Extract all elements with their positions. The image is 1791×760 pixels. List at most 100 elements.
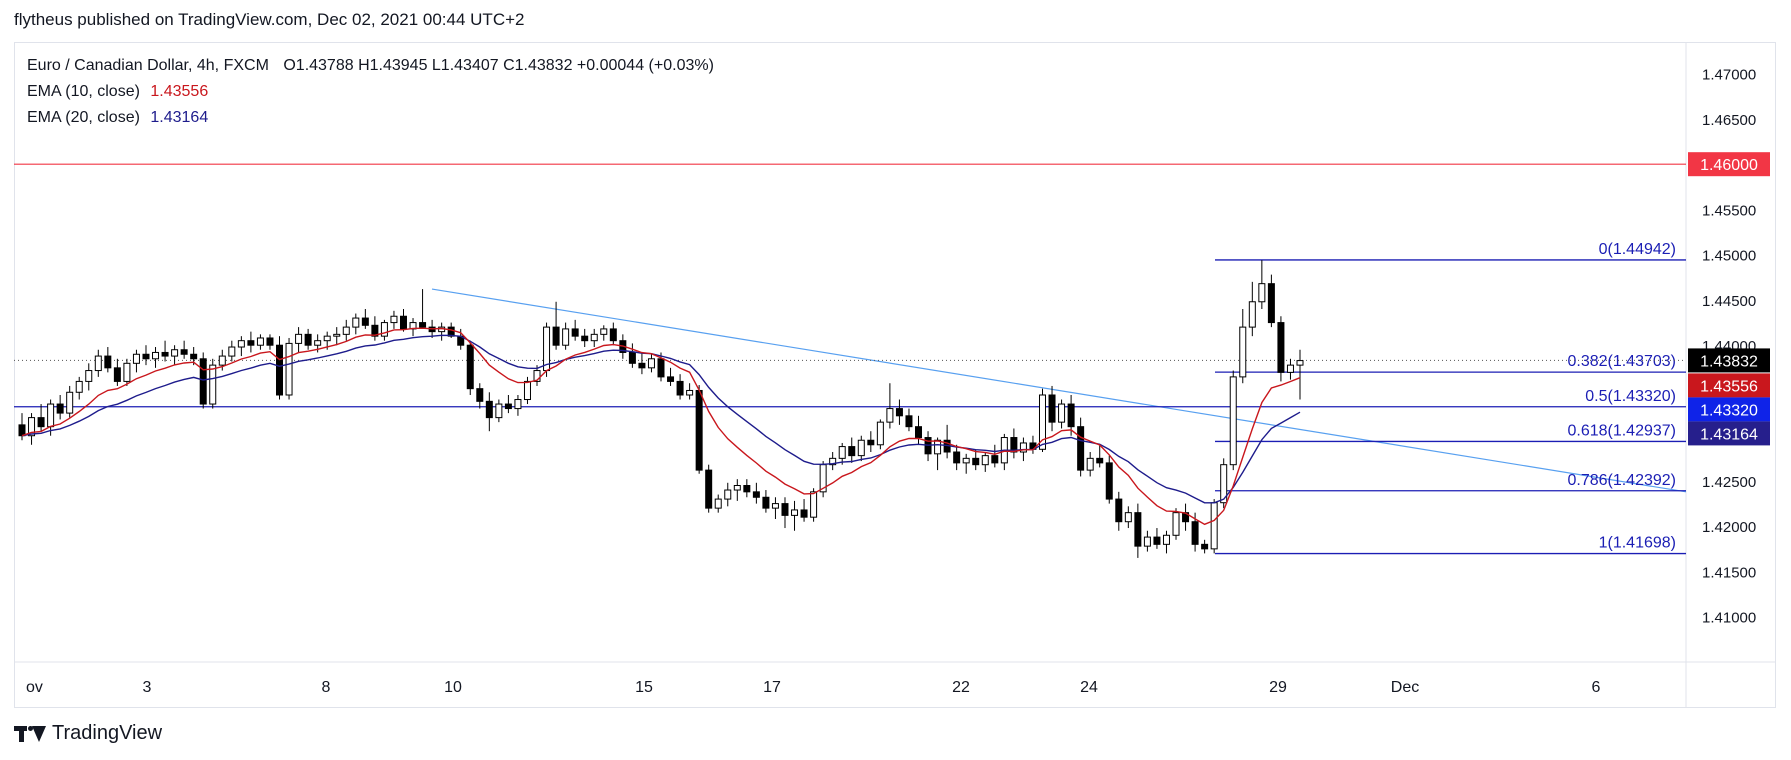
resistance-price-tag xyxy=(1688,152,1770,177)
candle-body xyxy=(476,388,484,402)
candle-body xyxy=(1038,394,1046,450)
candle-body xyxy=(972,457,980,466)
candle-body xyxy=(142,353,150,360)
candle-body xyxy=(390,315,398,324)
symbol-label[interactable]: Euro / Canadian Dollar, 4h, FXCM xyxy=(27,57,269,74)
candle-body xyxy=(399,315,407,330)
candle-body xyxy=(1239,326,1247,378)
candle-body xyxy=(352,317,360,328)
candle-body xyxy=(838,446,846,459)
candle-body xyxy=(876,421,884,446)
candle-body xyxy=(848,446,856,457)
legend-ema20-row[interactable]: EMA (20, close) 1.43164 xyxy=(27,105,714,131)
price-tag xyxy=(1688,397,1770,422)
y-tick-label: 1.42500 xyxy=(1702,474,1756,491)
candle-body xyxy=(66,391,74,414)
candle-body xyxy=(85,370,93,382)
price-tags: 1.46000 1.43832 1.43556 1.43320 1.43164 xyxy=(1688,152,1770,446)
price-tag xyxy=(1688,421,1770,446)
y-tick-label: 1.42000 xyxy=(1702,519,1756,536)
candle-body xyxy=(1086,457,1094,471)
candle-body xyxy=(1162,534,1170,545)
x-tick-label: 3 xyxy=(143,679,152,696)
candle-body xyxy=(47,403,55,428)
candle-body xyxy=(981,455,989,466)
candle-body xyxy=(762,496,770,509)
price-tag xyxy=(1688,373,1770,398)
descending-trendline xyxy=(431,288,1687,493)
candle-body xyxy=(552,326,560,346)
candle-body xyxy=(1210,502,1218,550)
ema10-value: 1.43556 xyxy=(150,83,209,100)
ema-lines xyxy=(21,327,1301,526)
price-tag xyxy=(1688,348,1770,373)
candle-body xyxy=(218,355,226,366)
candle-body xyxy=(1191,521,1199,545)
candle-body xyxy=(1229,376,1237,466)
y-tick-label: 1.47000 xyxy=(1702,67,1756,84)
candle-body xyxy=(915,426,923,439)
x-tick-label: ov xyxy=(26,679,43,696)
y-tick-label: 1.41000 xyxy=(1702,610,1756,627)
candle-body xyxy=(132,353,140,364)
fib-level-label: 0.786(1.42392) xyxy=(1567,472,1676,489)
candle-body xyxy=(638,362,646,369)
candle-body xyxy=(743,485,751,493)
candle-body xyxy=(256,337,264,346)
y-tick-label: 1.41500 xyxy=(1702,564,1756,581)
candle-body xyxy=(295,333,303,344)
candle-body xyxy=(686,389,694,396)
candle-body xyxy=(199,358,207,405)
x-tick-label: 29 xyxy=(1269,679,1287,696)
candle-body xyxy=(962,457,970,464)
ohlc-values: O1.43788 H1.43945 L1.43407 C1.43832 +0.0… xyxy=(283,57,714,74)
y-tick-label: 1.46500 xyxy=(1702,112,1756,129)
candle-body xyxy=(1019,442,1027,453)
x-tick-label: Dec xyxy=(1391,679,1419,696)
candle-body xyxy=(447,326,455,337)
candle-body xyxy=(180,349,188,355)
candle-body xyxy=(1172,512,1180,536)
candle-body xyxy=(533,370,541,382)
legend-ema10-row[interactable]: EMA (10, close) 1.43556 xyxy=(27,79,714,105)
candle-body xyxy=(1277,322,1285,373)
candle-body xyxy=(1153,536,1161,545)
candle-body xyxy=(581,335,589,342)
candle-body xyxy=(1096,457,1104,464)
brand-name: TradingView xyxy=(52,722,163,744)
candlesticks xyxy=(18,260,1304,558)
candle-body xyxy=(342,326,350,335)
candle-body xyxy=(1058,403,1066,423)
candle-body xyxy=(104,355,112,369)
x-tick-label: 10 xyxy=(444,679,462,696)
x-tick-label: 17 xyxy=(763,679,781,696)
candle-body xyxy=(266,337,274,346)
candle-body xyxy=(504,403,512,410)
candle-body xyxy=(934,439,942,455)
candle-body xyxy=(228,346,236,357)
candle-body xyxy=(1258,283,1266,303)
legend-symbol-row: Euro / Canadian Dollar, 4h, FXCM O1.4378… xyxy=(27,53,714,79)
candle-body xyxy=(1286,364,1294,373)
candle-body xyxy=(571,328,579,337)
candle-body xyxy=(1267,283,1275,324)
candle-body xyxy=(1115,498,1123,523)
publish-info: flytheus published on TradingView.com, D… xyxy=(14,10,525,29)
candle-body xyxy=(791,509,799,516)
candle-body xyxy=(56,403,64,414)
candle-body xyxy=(829,457,837,466)
candle-body xyxy=(714,498,722,509)
candle-body xyxy=(1220,464,1228,504)
candle-body xyxy=(752,491,760,498)
candle-body xyxy=(600,328,608,335)
tradingview-logo[interactable]: TradingView xyxy=(14,722,162,745)
trendline xyxy=(431,288,1687,493)
candle-body xyxy=(867,439,875,446)
candle-body xyxy=(237,340,245,348)
candle-body xyxy=(190,353,198,360)
candle-body xyxy=(1105,462,1113,500)
chart-frame xyxy=(14,42,1776,708)
ema20-value: 1.43164 xyxy=(150,109,209,126)
resistance-price-tag-label: 1.46000 xyxy=(1700,157,1758,174)
